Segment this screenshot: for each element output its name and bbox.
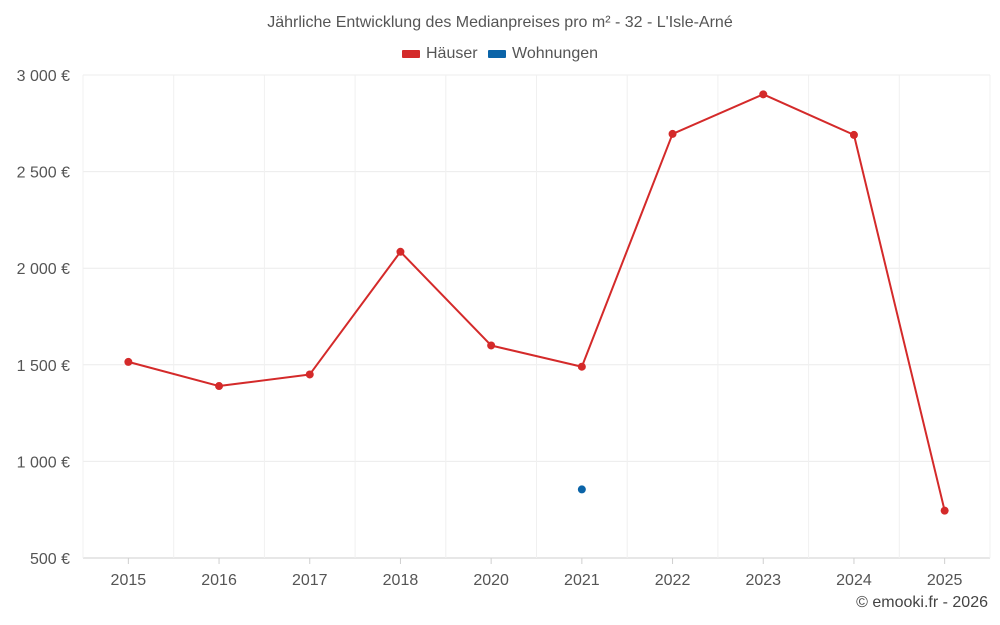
data-point-haeuser <box>305 370 314 379</box>
x-tick-label: 2022 <box>655 572 691 589</box>
data-point-haeuser <box>215 382 224 391</box>
y-tick-label: 2 000 € <box>17 261 70 278</box>
y-tick-label: 1 500 € <box>17 358 70 375</box>
grid <box>82 74 991 559</box>
x-tick-label: 2023 <box>745 572 781 589</box>
legend-item-haeuser[interactable]: Häuser <box>401 45 478 63</box>
data-point-haeuser <box>577 362 586 371</box>
legend-swatch-wohnungen <box>488 50 507 58</box>
x-axis: 2015 2016 2017 2018 2020 2021 2022 2023 2024 2025 <box>111 558 963 589</box>
legend: Häuser Wohnungen <box>0 45 1000 63</box>
x-tick-label: 2018 <box>383 572 419 589</box>
x-tick-label: 2025 <box>927 572 963 589</box>
legend-label-haeuser: Häuser <box>425 45 478 62</box>
data-point-haeuser <box>487 341 496 350</box>
credit-text: © emooki.fr - 2026 <box>856 594 988 611</box>
x-tick-label: 2015 <box>111 572 147 589</box>
series-layer <box>124 90 949 515</box>
x-tick-label: 2020 <box>473 572 509 589</box>
data-point-haeuser <box>124 357 133 366</box>
data-point-wohnungen <box>577 485 586 494</box>
series-line-haeuser <box>128 93 946 511</box>
legend-item-wohnungen[interactable]: Wohnungen <box>488 45 598 63</box>
data-point-haeuser <box>668 129 677 138</box>
x-tick-label: 2017 <box>292 572 328 589</box>
data-point-haeuser <box>396 247 405 256</box>
y-tick-label: 2 500 € <box>17 165 70 182</box>
data-point-haeuser <box>940 506 949 515</box>
y-tick-label: 1 000 € <box>17 454 70 471</box>
data-point-haeuser <box>759 90 768 99</box>
x-tick-label: 2024 <box>836 572 872 589</box>
data-point-haeuser <box>849 130 858 139</box>
y-axis: 500 € 1 000 € 1 500 € 2 000 € 2 500 € 3 000 € <box>17 68 70 568</box>
chart-title: Jährliche Entwicklung des Medianpreises … <box>267 14 733 31</box>
legend-swatch-haeuser <box>401 50 420 58</box>
legend-label-wohnungen: Wohnungen <box>512 45 599 62</box>
y-tick-label: 500 € <box>30 551 70 568</box>
x-tick-label: 2021 <box>564 572 600 589</box>
x-tick-label: 2016 <box>201 572 237 589</box>
y-tick-label: 3 000 € <box>17 68 70 85</box>
